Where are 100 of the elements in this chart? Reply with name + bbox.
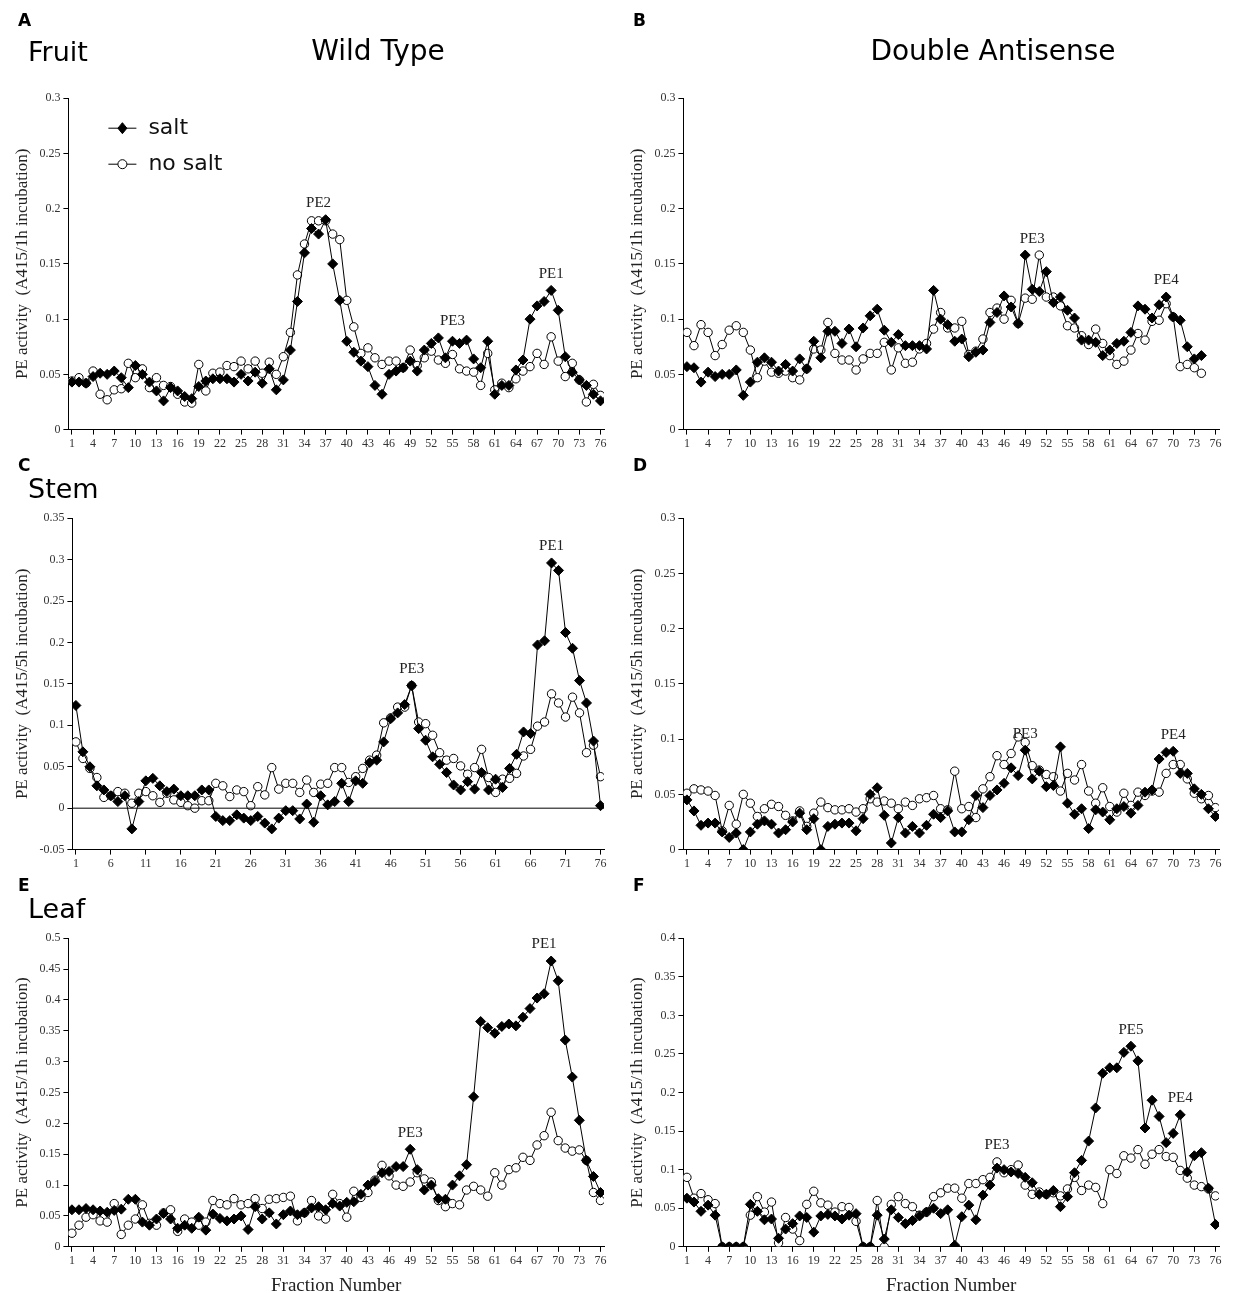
y-tick-label: 0.1 <box>45 311 61 326</box>
y-tick-label: 0.45 <box>39 961 61 976</box>
x-tick-label: 1 <box>683 1253 690 1268</box>
x-tick-label: 10 <box>744 435 757 450</box>
legend-label: salt <box>148 113 189 139</box>
y-tick-label: 0.15 <box>43 676 65 691</box>
x-tick-label: 64 <box>1124 435 1137 450</box>
x-tick-label: 52 <box>1040 1253 1053 1268</box>
annotation: PE3 <box>1019 229 1045 246</box>
x-tick-label: 51 <box>419 855 432 870</box>
x-tick-label: 58 <box>1082 855 1095 870</box>
x-tick-label: 22 <box>213 1253 226 1268</box>
x-tick-label: 49 <box>1019 1253 1032 1268</box>
x-tick-label: 10 <box>744 1253 757 1268</box>
x-tick-label: 26 <box>244 855 257 870</box>
x-tick-label: 52 <box>1040 855 1053 870</box>
x-tick-label: 4 <box>90 435 97 450</box>
y-tick-label: 0 <box>54 421 61 436</box>
y-tick-label: 0.3 <box>45 1053 61 1068</box>
x-tick-label: 13 <box>150 435 163 450</box>
x-tick-label: 43 <box>361 435 374 450</box>
annotation: PE3 <box>984 1136 1010 1153</box>
x-tick-label: 52 <box>425 1253 438 1268</box>
x-tick-label: 16 <box>174 855 187 870</box>
x-tick-label: 25 <box>235 435 248 450</box>
y-tick-label: 0 <box>669 1238 676 1253</box>
legend-label: no salt <box>148 149 223 175</box>
x-tick-label: 76 <box>1209 855 1222 870</box>
y-tick-label: 0.05 <box>39 1208 61 1223</box>
y-axis-title: PE activity (A415/1h incubation) <box>626 148 646 380</box>
x-tick-label: 25 <box>850 435 863 450</box>
y-tick-label: 0.2 <box>660 1084 676 1099</box>
annotation: PE4 <box>1153 271 1180 288</box>
x-tick-label: 31 <box>277 435 290 450</box>
y-tick-label: 0.2 <box>660 620 676 635</box>
y-axis-title: PE activity (A415/1h incubation) <box>11 977 31 1208</box>
x-tick-label: 16 <box>786 435 799 450</box>
x-tick-label: 43 <box>976 855 989 870</box>
y-tick-label: 0.15 <box>39 1146 61 1161</box>
x-tick-label: 4 <box>705 855 712 870</box>
annotation: PE3 <box>399 659 425 676</box>
chart-title: Wild Type <box>310 34 446 67</box>
x-tick-label: 73 <box>1188 1253 1201 1268</box>
y-tick-label: 0.15 <box>654 256 676 271</box>
x-tick-label: 43 <box>361 1253 374 1268</box>
x-tick-label: 16 <box>171 435 184 450</box>
x-tick-label: 34 <box>298 1253 311 1268</box>
y-tick-label: 0.25 <box>654 145 676 160</box>
y-tick-label: 0.3 <box>660 510 676 525</box>
x-tick-label: 36 <box>314 855 327 870</box>
x-tick-label: 64 <box>1124 855 1137 870</box>
y-tick-label: 0.05 <box>654 366 676 381</box>
x-tick-label: 37 <box>319 1253 332 1268</box>
y-tick-label: 0.05 <box>43 758 65 773</box>
x-tick-label: 28 <box>256 435 269 450</box>
chart-subtitle: Fruit <box>28 36 88 67</box>
x-tick-label: 73 <box>573 1253 586 1268</box>
x-tick-label: 61 <box>1103 855 1116 870</box>
y-tick-label: 0.15 <box>654 1123 676 1138</box>
x-tick-label: 31 <box>892 1253 905 1268</box>
x-tick-label: 55 <box>1061 1253 1074 1268</box>
chart-subtitle: Leaf <box>28 893 86 924</box>
y-axis-title: PE activity (A415/1h incubation) <box>626 977 646 1208</box>
annotation: PE3 <box>1012 724 1038 741</box>
y-tick-label: 0.3 <box>660 90 676 105</box>
x-tick-label: 71 <box>559 855 572 870</box>
x-tick-label: 70 <box>552 1253 565 1268</box>
x-tick-label: 40 <box>955 1253 968 1268</box>
x-tick-label: 43 <box>976 1253 989 1268</box>
x-tick-label: 61 <box>1103 435 1116 450</box>
x-tick-label: 28 <box>871 1253 884 1268</box>
x-tick-label: 70 <box>1167 1253 1180 1268</box>
x-tick-label: 13 <box>765 435 778 450</box>
y-tick-label: 0 <box>54 1238 61 1253</box>
y-tick-label: 0 <box>58 800 65 815</box>
x-tick-label: 31 <box>277 1253 290 1268</box>
y-tick-label: 0.4 <box>660 930 676 945</box>
x-tick-label: 64 <box>1124 1253 1137 1268</box>
x-tick-label: 61 <box>489 855 502 870</box>
x-tick-label: 46 <box>383 435 396 450</box>
annotation: PE5 <box>1118 1020 1144 1037</box>
annotation: PE4 <box>1167 1089 1194 1106</box>
x-tick-label: 31 <box>892 855 905 870</box>
x-tick-label: 58 <box>1082 435 1095 450</box>
y-tick-label: 0.05 <box>654 786 676 801</box>
x-tick-label: 55 <box>446 435 459 450</box>
x-tick-label: 1 <box>72 855 79 870</box>
x-tick-label: 7 <box>726 1253 733 1268</box>
x-tick-label: 64 <box>509 1253 522 1268</box>
y-tick-label: 0.35 <box>39 1022 61 1037</box>
x-tick-label: 19 <box>192 1253 205 1268</box>
x-tick-label: 46 <box>384 855 397 870</box>
y-tick-label: 0.15 <box>654 676 676 691</box>
x-tick-label: 52 <box>1040 435 1053 450</box>
text: D <box>633 455 648 475</box>
x-tick-label: 76 <box>594 435 607 450</box>
y-tick-label: 0.1 <box>660 1161 676 1176</box>
x-tick-label: 67 <box>1146 855 1159 870</box>
x-tick-label: 37 <box>319 435 332 450</box>
text: F <box>633 875 645 895</box>
